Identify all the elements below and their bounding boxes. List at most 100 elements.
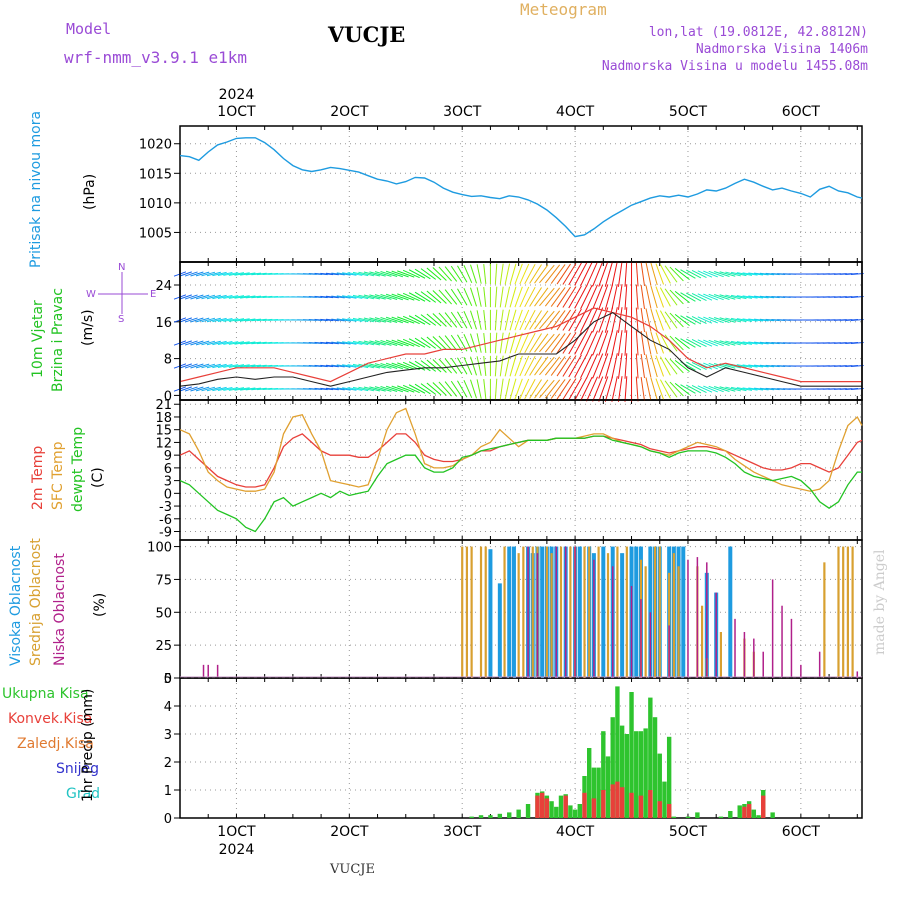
wind-arrow bbox=[499, 263, 504, 285]
wind-arrow bbox=[184, 294, 198, 300]
wind-arrow bbox=[342, 364, 357, 368]
wind-arrow bbox=[336, 318, 351, 322]
wind-arrow bbox=[380, 270, 398, 278]
precip-bar-total bbox=[488, 815, 493, 818]
wind-arrow bbox=[650, 377, 658, 401]
wind-arrow bbox=[669, 289, 684, 305]
wind-arrow bbox=[438, 358, 453, 374]
wind-arrow bbox=[391, 362, 409, 370]
wind-arrow bbox=[504, 309, 511, 331]
precip-bar-total bbox=[605, 756, 611, 818]
cloud-bar-low bbox=[649, 612, 652, 678]
wind-arrow bbox=[223, 364, 239, 368]
cloud-bar-low bbox=[818, 651, 821, 678]
wind-arrow bbox=[514, 355, 523, 377]
cloud-bar-mid bbox=[653, 546, 657, 678]
wind-arrow bbox=[325, 318, 339, 322]
wind-arrow bbox=[414, 291, 431, 303]
wind-arrow bbox=[504, 263, 511, 285]
wind-arrow bbox=[645, 331, 652, 355]
wind-arrow bbox=[432, 359, 447, 373]
model-label: Model bbox=[66, 20, 112, 38]
wind-arrow bbox=[245, 364, 262, 368]
wind-arrow bbox=[748, 272, 764, 276]
y-tick-label: 0 bbox=[164, 672, 172, 687]
wind-arrow bbox=[529, 356, 542, 376]
wind-arrow bbox=[617, 376, 623, 402]
wind-arrow bbox=[742, 295, 758, 299]
y-tick-label: 25 bbox=[155, 639, 172, 654]
wind-arrow bbox=[640, 376, 645, 402]
wind-arrow bbox=[432, 382, 447, 396]
wind-arrow bbox=[550, 379, 566, 399]
cloud-bar-mid bbox=[545, 546, 548, 678]
wind-arrow bbox=[586, 284, 598, 310]
wind-arrow bbox=[748, 364, 764, 368]
wind-arrow bbox=[604, 284, 614, 310]
wind-arrow bbox=[212, 271, 227, 277]
precip-bar-total bbox=[718, 816, 724, 818]
precip-bar-total bbox=[624, 734, 630, 818]
precip-bar-conv bbox=[535, 795, 540, 818]
wind-arrow bbox=[342, 295, 357, 299]
wind-arrow bbox=[544, 287, 561, 307]
wind-arrow bbox=[514, 309, 523, 331]
wind-arrow bbox=[592, 284, 604, 310]
wind-arrow bbox=[374, 294, 392, 300]
wind-arrow bbox=[635, 330, 639, 356]
x-tick-label-bottom: 3OCT bbox=[443, 824, 482, 840]
wind-arrow bbox=[408, 269, 426, 279]
y-tick-label: 24 bbox=[155, 279, 172, 294]
wind-arrow bbox=[534, 310, 549, 330]
wind-arrow bbox=[470, 379, 477, 399]
y-tick-label: 2 bbox=[164, 756, 172, 771]
wind-arrow bbox=[748, 318, 764, 322]
wind-arrow bbox=[714, 271, 730, 277]
precip-bar-conv bbox=[648, 790, 653, 818]
precip-bar-total bbox=[629, 692, 634, 818]
wind-arrow bbox=[476, 333, 482, 353]
cloud-bar-mid bbox=[479, 546, 483, 678]
wind-arrow bbox=[703, 385, 718, 393]
wind-arrow bbox=[234, 387, 250, 391]
wind-arrow bbox=[408, 361, 426, 371]
wind-arrow bbox=[568, 354, 582, 378]
wind-arrow bbox=[562, 332, 577, 354]
wind-arrow bbox=[529, 287, 542, 307]
wind-arrow bbox=[212, 363, 227, 369]
y-tick-label: 1015 bbox=[139, 167, 172, 182]
wind-arrow bbox=[184, 271, 198, 277]
wind-arrow bbox=[358, 340, 375, 346]
cloud-bar-low bbox=[743, 632, 746, 678]
wind-arrow bbox=[195, 294, 210, 300]
precip-bar-total bbox=[652, 717, 658, 818]
wind-arrow bbox=[206, 294, 221, 300]
wind-arrow bbox=[342, 341, 357, 345]
wind-arrow bbox=[184, 363, 198, 369]
wind-arrow bbox=[580, 330, 593, 356]
cloud-bar-mid bbox=[837, 546, 840, 678]
wind-arrow bbox=[719, 386, 736, 392]
wind-arrow bbox=[420, 360, 437, 372]
wind-arrow bbox=[179, 271, 192, 277]
wind-arrow bbox=[539, 310, 555, 330]
wind-arrow bbox=[325, 364, 339, 368]
wind-arrow bbox=[635, 261, 639, 287]
wind-arrow bbox=[457, 380, 468, 398]
wind-arrow bbox=[385, 293, 403, 301]
wind-arrow bbox=[754, 318, 769, 322]
wind-arrow bbox=[483, 332, 487, 354]
wind-arrow bbox=[363, 317, 381, 323]
wind-arrow bbox=[504, 286, 511, 308]
precip-bar-total bbox=[549, 801, 554, 818]
precip-bar-total bbox=[756, 815, 761, 818]
wind-arrow bbox=[650, 354, 658, 378]
wind-arrows bbox=[173, 261, 864, 402]
precip-bar-total bbox=[554, 806, 559, 818]
wind-arrow bbox=[550, 264, 566, 284]
wind-arrow bbox=[470, 287, 477, 307]
x-tick-label-top: 1OCT bbox=[217, 104, 256, 120]
temp-sfc-line bbox=[179, 407, 863, 492]
wind-arrow bbox=[408, 315, 426, 325]
cloud-bar-mid bbox=[851, 546, 854, 678]
